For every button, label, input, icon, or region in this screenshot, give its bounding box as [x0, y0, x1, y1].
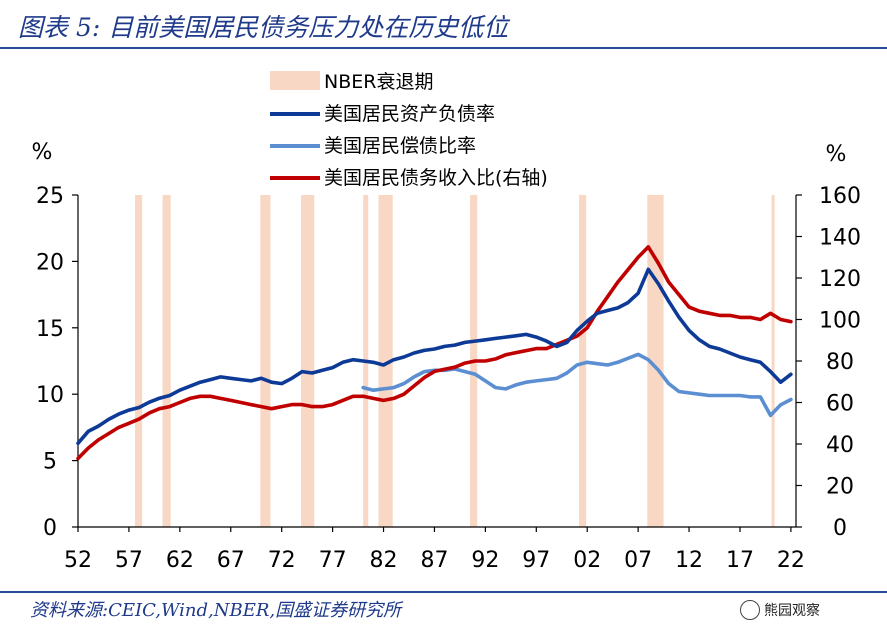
- right-tick-label: 140: [819, 226, 861, 251]
- series-line-debt-service: [361, 352, 793, 418]
- x-tick-label: 02: [573, 548, 601, 573]
- x-tick-label: 92: [471, 548, 499, 573]
- left-tick-label: 10: [36, 383, 64, 408]
- right-tick-label: 100: [819, 309, 861, 334]
- legend: NBER衰退期 美国居民资产负债率 美国居民偿债比率 美国居民债务收入比(右轴): [270, 71, 548, 189]
- right-axis-unit: %: [826, 142, 847, 167]
- x-tick-label: 82: [370, 548, 398, 573]
- watermark: 熊园观察: [740, 600, 820, 620]
- right-tick-label: 160: [819, 184, 861, 209]
- left-tick-label: 20: [36, 250, 64, 275]
- legend-label-debt-service: 美国居民偿债比率: [324, 135, 476, 157]
- x-tick-label: 97: [522, 548, 550, 573]
- source-divider: [0, 591, 887, 593]
- x-tick-label: 87: [420, 548, 448, 573]
- x-tick-label: 57: [115, 548, 143, 573]
- recession-band: [771, 195, 775, 527]
- right-tick-label: 60: [826, 392, 854, 417]
- right-tick-label: 120: [819, 267, 861, 292]
- x-tick-label: 72: [268, 548, 296, 573]
- x-tick-label: 17: [726, 548, 754, 573]
- right-tick-label: 0: [833, 516, 847, 541]
- recession-band: [301, 195, 315, 527]
- legend-label-debt-income: 美国居民债务收入比(右轴): [324, 167, 548, 189]
- recession-layer: [135, 195, 775, 527]
- left-tick-label: 0: [43, 516, 57, 541]
- right-tick-label: 80: [826, 350, 854, 375]
- recession-band: [579, 195, 587, 527]
- legend-swatch-recession: [270, 71, 320, 90]
- left-tick-label: 5: [43, 450, 57, 475]
- x-tick-label: 77: [319, 548, 347, 573]
- left-axis-unit: %: [32, 140, 53, 165]
- chart-title: 图表 5: 目前美国居民债务压力处在历史低位: [18, 13, 509, 42]
- axes-layer: [77, 195, 797, 528]
- recession-band: [378, 195, 393, 527]
- recession-band: [162, 195, 171, 527]
- left-tick-label: 25: [36, 184, 64, 209]
- left-tick-label: 15: [36, 317, 64, 342]
- wechat-logo-icon: [740, 600, 760, 620]
- series-layer: [76, 245, 793, 461]
- right-tick-label: 40: [826, 433, 854, 458]
- legend-label-debt-asset: 美国居民资产负债率: [324, 103, 495, 125]
- x-tick-label: 07: [624, 548, 652, 573]
- series-line-debt-to-income: [76, 245, 793, 461]
- recession-band: [135, 195, 143, 527]
- series-line-debt-to-asset: [76, 267, 793, 446]
- x-tick-label: 67: [217, 548, 245, 573]
- recession-band: [647, 195, 664, 527]
- recession-band: [260, 195, 271, 527]
- right-tick-label: 20: [826, 475, 854, 500]
- source-note: 资料来源:CEIC,Wind,NBER,国盛证券研究所: [30, 600, 402, 621]
- x-tick-label: 52: [64, 548, 92, 573]
- legend-label-recession: NBER衰退期: [324, 71, 433, 93]
- x-tick-label: 22: [777, 548, 805, 573]
- title-divider: [0, 47, 887, 49]
- x-tick-label: 12: [675, 548, 703, 573]
- x-tick-label: 62: [166, 548, 194, 573]
- watermark-text: 熊园观察: [764, 603, 820, 619]
